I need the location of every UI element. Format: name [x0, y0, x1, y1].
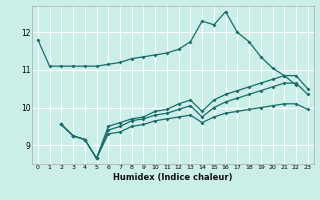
X-axis label: Humidex (Indice chaleur): Humidex (Indice chaleur): [113, 173, 233, 182]
